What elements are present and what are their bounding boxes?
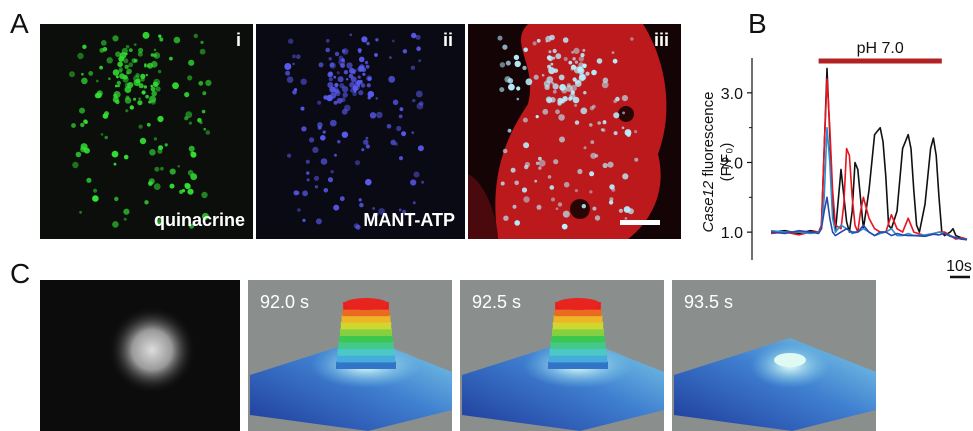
y-axis-label: Case12 fluorescence bbox=[700, 92, 717, 233]
surface-peak-band bbox=[340, 321, 392, 330]
frame-time-label: 93.5 s bbox=[684, 292, 734, 312]
y-tick-label: 3.0 bbox=[721, 86, 743, 103]
surface-peak-band bbox=[338, 341, 394, 350]
image-numeral: ii bbox=[442, 30, 453, 50]
micrograph-quinacrine: i quinacrine bbox=[40, 24, 253, 239]
surface-peak-band bbox=[341, 315, 391, 323]
surface-peak-band bbox=[552, 328, 604, 336]
surface-peak-band bbox=[337, 348, 395, 356]
image-numeral: iii bbox=[653, 30, 669, 50]
surface-peak-top bbox=[556, 298, 600, 310]
surface-peak-band bbox=[553, 315, 603, 323]
panel-letter-c: C bbox=[10, 258, 31, 289]
y-tick-label: 1.0 bbox=[721, 225, 743, 242]
surface-plot-2: 92.5 s bbox=[460, 280, 664, 431]
image-label-mant-atp: MANT-ATP bbox=[363, 210, 455, 230]
fluorescence-chart: pH 7.0 1.0 2.0 3.0 Case12 fluorescence (F/… bbox=[700, 40, 972, 279]
surface-peak-band bbox=[550, 341, 606, 350]
surface-peak-band bbox=[339, 335, 393, 343]
surface-peak-band bbox=[552, 321, 604, 330]
image-label-quinacrine: quinacrine bbox=[153, 210, 245, 230]
time-scale-label: 10s bbox=[946, 258, 972, 275]
series-line-3 bbox=[770, 196, 968, 241]
surface-peak-band bbox=[548, 361, 608, 369]
series-line-1 bbox=[770, 78, 968, 240]
surface-peak-band bbox=[336, 361, 396, 369]
fluorescence-spot bbox=[108, 306, 196, 394]
surface-peak-band bbox=[342, 308, 390, 317]
panel-letter-a: A bbox=[10, 8, 29, 39]
y-axis-units: (F/F₀) bbox=[718, 143, 735, 182]
surface-peak-band bbox=[548, 354, 608, 363]
surface-peak-band bbox=[340, 328, 392, 336]
ph-bar-label: pH 7.0 bbox=[857, 40, 904, 57]
surface-peak-top bbox=[774, 353, 806, 367]
surface-plot-3: 93.5 s bbox=[672, 280, 876, 431]
surface-peak-band bbox=[554, 308, 602, 317]
scale-bar bbox=[620, 220, 660, 225]
panel-letter-b: B bbox=[748, 8, 767, 39]
surface-plot-1: 92.0 s bbox=[248, 280, 452, 431]
micrograph-merged: iii bbox=[468, 24, 681, 239]
y-tick-label: 2.0 bbox=[721, 155, 743, 172]
surface-peak-band bbox=[549, 348, 607, 356]
frame-time-label: 92.0 s bbox=[260, 292, 310, 312]
micrograph-mant-atp: ii MANT-ATP bbox=[256, 24, 465, 239]
surface-peak-top bbox=[344, 298, 388, 310]
frame-time-label: 92.5 s bbox=[472, 292, 522, 312]
calcium-flash-image bbox=[40, 280, 240, 431]
surface-peak-band bbox=[336, 354, 396, 363]
surface-peak-band bbox=[551, 335, 605, 343]
image-numeral: i bbox=[235, 30, 241, 50]
series-line-0 bbox=[770, 67, 968, 240]
